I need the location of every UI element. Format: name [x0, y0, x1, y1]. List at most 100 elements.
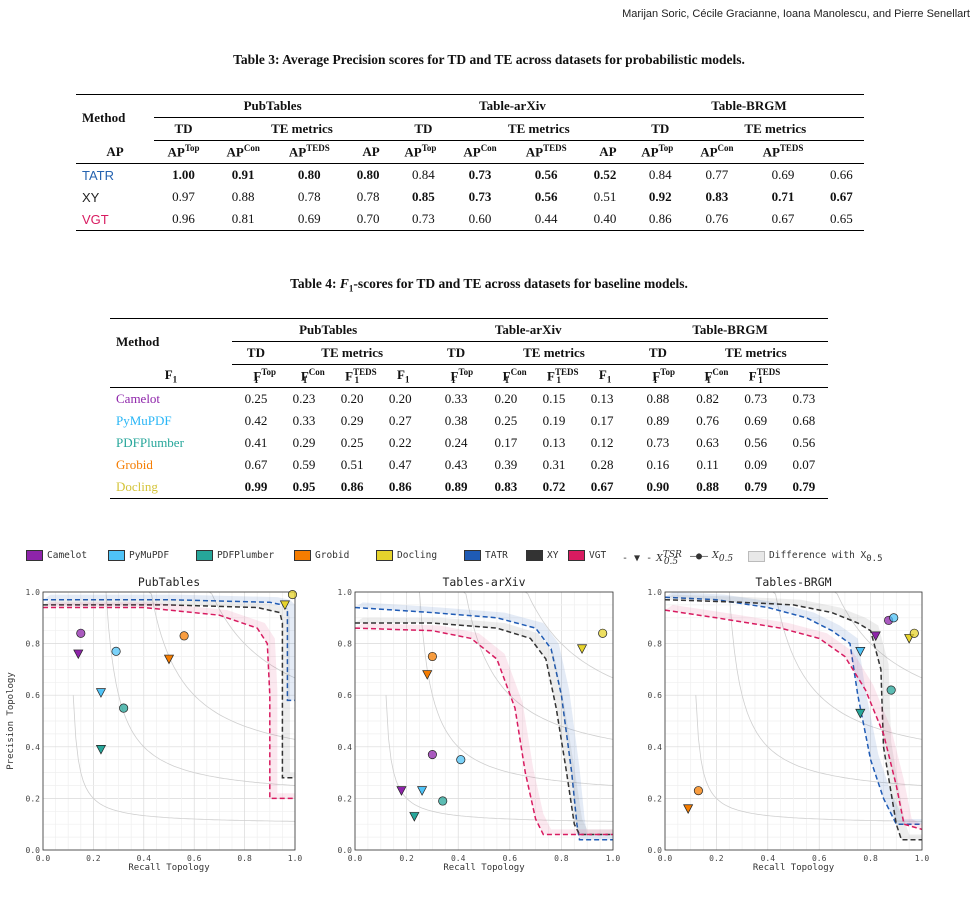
marker-tsr-pymupdf: [95, 688, 107, 698]
table-row: VGT 0.96 0.81 0.69 0.70 0.73 0.60 0.44 0.40 0.86 0…: [76, 208, 864, 231]
td-header: TD: [627, 117, 687, 141]
method-name: Grobid: [116, 457, 153, 472]
table-cell: 0.29: [292, 435, 316, 450]
table-cell: 0.17: [590, 413, 614, 428]
legend-label: Difference with X0.5: [769, 550, 883, 564]
marker-x05-grobid: [179, 631, 189, 641]
y-tick-label: 0.4: [648, 743, 663, 752]
legend-item: PyMuPDF: [108, 550, 169, 561]
table-row: PyMuPDF 0.42 0.33 0.29 0.27 0.38 0.25 0.19 0.17 0…: [110, 410, 828, 432]
table-cell: 0.60: [468, 211, 492, 226]
table-cell: 0.25: [340, 435, 364, 450]
dataset-header: Table-BRGM: [627, 94, 864, 118]
table-cell: 0.86: [648, 211, 672, 226]
table-cell: 0.70: [356, 211, 380, 226]
metric-f1-sup: FCon1: [704, 366, 729, 386]
legend-label: VGT: [589, 550, 607, 561]
table-cell: 0.80: [356, 167, 380, 182]
chart-panel: Tables-BRGM 0.00.0 0.2 0.2 0.4 0.4 0.6 0.6 0.8 0.…: [648, 575, 930, 873]
iso-f-curve: [832, 591, 923, 679]
table-cell: 0.31: [542, 457, 566, 472]
table-cell: 0.42: [244, 413, 268, 428]
legend-label: XTSR0.5: [656, 550, 682, 568]
table-row: Docling 0.99 0.95 0.86 0.86 0.89 0.83 0.72 0.67 0…: [110, 476, 828, 499]
pr-curve-tatr: [664, 596, 922, 825]
table-cell: 0.51: [340, 457, 364, 472]
table-cell: 0.13: [542, 435, 566, 450]
table-cell: 0.11: [696, 457, 719, 472]
metric-f1-sup: FTop1: [652, 366, 675, 386]
y-tick-label: 0.0: [648, 846, 663, 855]
table-cell: 0.77: [705, 167, 729, 182]
legend-label: Grobid: [315, 550, 350, 561]
chart-title: Tables-BRGM: [755, 575, 831, 589]
table-cell: 0.27: [388, 413, 412, 428]
marker-x05-pymupdf: [456, 755, 466, 765]
table3-metric-row: AP APTop APCon APTEDS AP APTop APCon APTEDS AP AP…: [76, 141, 864, 164]
table-cell: 0.56: [534, 167, 558, 182]
legend-swatch: [108, 550, 125, 561]
iso-f-curve: [206, 591, 296, 679]
table-cell: 0.24: [444, 435, 468, 450]
metric-ap: AP: [362, 144, 380, 159]
table-cell: 0.88: [231, 189, 255, 204]
marker-x05-grobid: [427, 651, 437, 662]
legend-swatch: [568, 550, 585, 561]
metric-ap-sup: APCon: [700, 143, 734, 160]
x-tick-label: 0.4: [451, 854, 466, 863]
table-cell: 0.25: [244, 391, 268, 406]
table3: Method PubTables Table-arXiv Table-BRGM …: [76, 94, 864, 231]
table-row: Camelot 0.25 0.23 0.20 0.20 0.33 0.20 0.15 0.13 0…: [110, 388, 828, 411]
y-tick-label: 0.2: [26, 794, 41, 803]
table-cell: 0.68: [792, 413, 816, 428]
td-header: TD: [231, 341, 280, 365]
table-cell: 0.67: [590, 479, 614, 494]
table-cell: 0.67: [771, 211, 795, 226]
chart-panel: Tables-arXiv 0.00.0 0.2 0.2 0.4 0.4 0.6 0.6 0.8 0…: [338, 575, 621, 873]
table-cell: 0.22: [388, 435, 412, 450]
iso-f-curve: [72, 695, 295, 822]
table-cell: 0.15: [542, 391, 566, 406]
x-tick-label: 0.0: [348, 854, 363, 863]
dataset-header: Table-BRGM: [626, 318, 828, 342]
marker-x05-pdfplumber: [886, 685, 896, 695]
legend-label: X0.5: [712, 550, 734, 564]
x-axis-label: Recall Topology: [128, 863, 210, 873]
table-cell: 0.97: [172, 189, 195, 204]
marker-tsr-docling: [279, 600, 291, 611]
legend-swatch: [294, 550, 311, 561]
legend-swatch: [26, 550, 43, 561]
y-tick-label: 0.2: [338, 794, 353, 803]
te-header: TE metrics: [449, 117, 628, 141]
table-cell: 0.95: [292, 479, 316, 494]
iso-f-curve: [105, 591, 296, 786]
y-tick-label: 0.4: [338, 743, 353, 752]
te-header: TE metrics: [212, 117, 392, 141]
iso-f-curve: [772, 591, 923, 740]
legend-swatch: [196, 550, 213, 561]
table-cell: 0.43: [444, 457, 468, 472]
x-tick-label: 0.8: [237, 854, 252, 863]
x-tick-label: 0.2: [86, 854, 101, 863]
y-tick-label: 1.0: [648, 588, 663, 597]
table-cell: 0.20: [340, 391, 364, 406]
iso-f-curve: [695, 695, 922, 822]
difference-band: [665, 604, 922, 830]
table-cell: 0.33: [444, 391, 468, 406]
marker-x05-camelot: [427, 749, 437, 760]
metric-ap-sup: APTEDS: [762, 143, 804, 160]
metric-f1: F1: [397, 367, 410, 385]
chart-legend: Camelot PyMuPDF PDFPlumber Grobid Docling TAT…: [26, 550, 976, 568]
table-cell: 0.67: [244, 457, 268, 472]
iso-f-curve: [463, 591, 614, 740]
marker-tsr-grobid: [163, 654, 175, 665]
table-cell: 0.73: [468, 167, 492, 182]
table-cell: 0.89: [444, 479, 468, 494]
marker-tsr-pymupdf: [416, 786, 428, 796]
marker-tsr-camelot: [870, 631, 881, 642]
metric-ap-sup: APTEDS: [525, 143, 567, 160]
pr-curve-tatr: [43, 598, 295, 702]
table-cell: 0.23: [292, 391, 316, 406]
pr-curve-xy: [664, 598, 922, 841]
table-cell: 0.83: [705, 189, 729, 204]
